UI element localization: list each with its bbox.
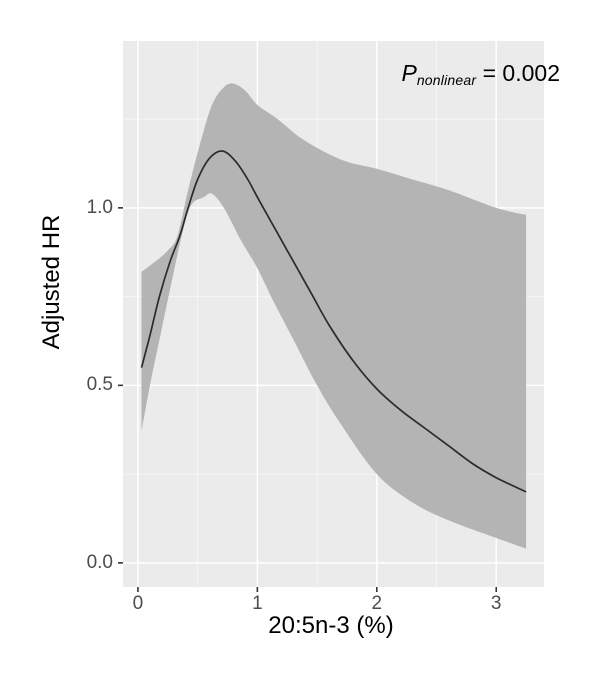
x-tick-label: 0: [132, 593, 144, 614]
hr-curve: [140, 150, 527, 493]
x-tick-label: 2: [371, 593, 383, 614]
y-tick-label: 0.0: [86, 551, 113, 573]
y-axis-title: Adjusted HR: [38, 214, 65, 350]
x-tick-label: 1: [252, 593, 263, 614]
p-symbol: P: [401, 60, 417, 86]
x-tick-label: 3: [490, 593, 502, 614]
p-nonlinear-annotation: Pnonlinear = 0.002: [401, 60, 560, 88]
y-tick-label: 0.5: [86, 374, 113, 396]
p-value: = 0.002: [476, 60, 560, 86]
y-tick-label: 1.0: [86, 196, 113, 218]
p-subscript: nonlinear: [416, 72, 477, 88]
x-axis-title: 20:5n-3 (%): [268, 612, 394, 639]
